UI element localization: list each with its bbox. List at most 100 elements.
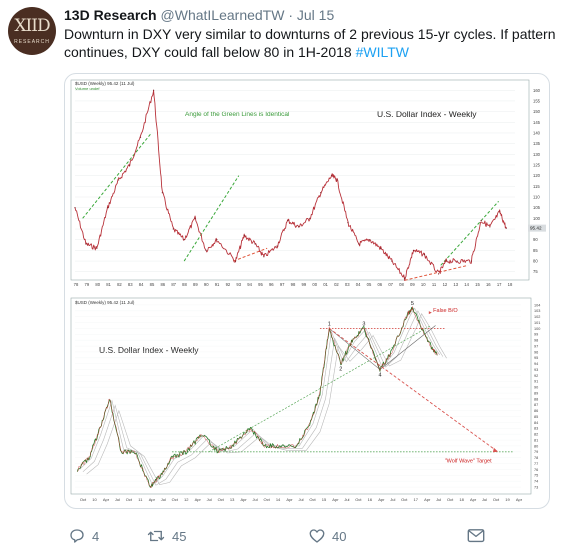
data-point bbox=[287, 219, 289, 222]
price-series bbox=[76, 306, 438, 489]
x-tick-label: Jul bbox=[161, 497, 166, 502]
avatar[interactable]: XIID RESEARCH bbox=[8, 7, 56, 55]
y-tick-label: 80 bbox=[534, 444, 538, 448]
x-tick-label: 14 bbox=[464, 282, 469, 287]
data-point bbox=[234, 260, 237, 262]
retweet-action[interactable]: 45 bbox=[146, 526, 186, 546]
x-tick-label: Oct bbox=[447, 497, 454, 502]
x-tick-label: 80 bbox=[95, 282, 100, 287]
x-tick-label: 99 bbox=[302, 282, 307, 287]
data-point bbox=[298, 226, 300, 228]
retweet-count: 45 bbox=[172, 528, 187, 544]
x-tick-label: Oct bbox=[263, 497, 270, 502]
y-tick-label: 79 bbox=[534, 450, 538, 454]
avatar-subtext: RESEARCH bbox=[14, 39, 50, 45]
x-tick-label: 92 bbox=[226, 282, 231, 287]
plot-frame bbox=[70, 297, 532, 495]
x-tick-label: 13 bbox=[230, 497, 235, 502]
legend-volume: Volume undef bbox=[75, 86, 100, 91]
x-tick-label: Apr bbox=[195, 497, 202, 502]
price-series bbox=[74, 89, 507, 281]
x-tick-label: 18 bbox=[508, 282, 513, 287]
y-tick-label: 84 bbox=[534, 421, 538, 425]
y-tick-label: 83 bbox=[534, 427, 538, 431]
author-name[interactable]: 13D Research bbox=[64, 7, 157, 23]
data-point bbox=[263, 256, 265, 258]
hashtag-link[interactable]: #WILTW bbox=[355, 44, 409, 60]
message-action[interactable] bbox=[466, 526, 492, 546]
legend-price: $USD (Weekly) 95.42 (11 Jul) bbox=[75, 300, 135, 305]
data-point bbox=[437, 273, 440, 275]
x-tick-label: 18 bbox=[459, 497, 464, 502]
author-handle[interactable]: @WhatILearnedTW bbox=[160, 7, 285, 23]
data-point bbox=[423, 254, 425, 256]
x-tick-label: 12 bbox=[443, 282, 448, 287]
data-point bbox=[194, 217, 196, 219]
tweet-time[interactable]: Jul 15 bbox=[296, 7, 335, 23]
y-tick-label: 160 bbox=[533, 88, 541, 93]
x-tick-label: Apr bbox=[516, 497, 523, 502]
y-tick-label: 75 bbox=[534, 474, 538, 478]
wave-line-4-5 bbox=[379, 325, 436, 370]
x-tick-label: 86 bbox=[160, 282, 165, 287]
data-point bbox=[243, 234, 245, 237]
y-tick-label: 90 bbox=[534, 386, 538, 390]
x-tick-label: 96 bbox=[269, 282, 274, 287]
x-tick-label: 06 bbox=[377, 282, 382, 287]
y-tick-label: 95 bbox=[534, 356, 538, 360]
y-tick-label: 74 bbox=[534, 480, 538, 484]
x-tick-label: Oct bbox=[218, 497, 225, 502]
price-tag-bg bbox=[528, 224, 546, 232]
y-tick-label: 82 bbox=[534, 433, 538, 437]
data-point bbox=[161, 192, 163, 194]
tweet-media[interactable]: $USD (Weekly) 95.42 (11 Jul) Volume unde… bbox=[64, 73, 550, 509]
data-point bbox=[309, 217, 311, 219]
red-support-line bbox=[233, 247, 268, 262]
x-tick-label: Apr bbox=[470, 497, 477, 502]
x-tick-label: 10 bbox=[421, 282, 426, 287]
data-point bbox=[96, 247, 98, 249]
x-tick-label: 05 bbox=[367, 282, 372, 287]
y-tick-label: 100 bbox=[534, 327, 540, 331]
x-tick-label: Jul bbox=[115, 497, 120, 502]
wave-point-label: 2 bbox=[339, 367, 342, 373]
data-point bbox=[276, 245, 278, 247]
x-tick-label: 84 bbox=[139, 282, 144, 287]
y-tick-label: 105 bbox=[533, 205, 541, 210]
x-tick-label: 11 bbox=[138, 497, 143, 502]
retweet-icon bbox=[147, 530, 165, 542]
data-point bbox=[369, 239, 371, 241]
green-trend-line bbox=[183, 175, 240, 262]
data-point bbox=[74, 207, 76, 209]
x-tick-label: Jul bbox=[207, 497, 212, 502]
y-tick-label: 77 bbox=[534, 462, 538, 466]
reply-action[interactable]: 4 bbox=[68, 526, 99, 546]
wave-point-label: 1 bbox=[328, 321, 331, 327]
like-action[interactable]: 40 bbox=[308, 526, 346, 546]
y-tick-label: 99 bbox=[534, 333, 538, 337]
y-tick-label: 120 bbox=[533, 173, 541, 178]
x-tick-label: Jul bbox=[344, 497, 349, 502]
y-tick-label: 90 bbox=[533, 237, 538, 242]
y-tick-label: 75 bbox=[533, 269, 538, 274]
data-point bbox=[456, 260, 458, 262]
data-point bbox=[480, 219, 482, 222]
red-support-line bbox=[404, 264, 469, 281]
data-point bbox=[153, 89, 155, 91]
separator: · bbox=[288, 7, 293, 23]
y-tick-label: 76 bbox=[534, 468, 538, 472]
x-tick-label: Apr bbox=[332, 497, 339, 502]
wave-point-label: 3 bbox=[362, 321, 365, 327]
data-point bbox=[445, 260, 447, 262]
x-tick-label: 88 bbox=[182, 282, 187, 287]
x-tick-label: 00 bbox=[312, 282, 317, 287]
x-tick-label: 19 bbox=[505, 497, 510, 502]
y-tick-labels: 160 155 150 145 140 135 130 125 120 115 110 105 100 9… bbox=[533, 88, 541, 274]
dxy-down-bars bbox=[77, 306, 438, 489]
data-point bbox=[391, 260, 393, 262]
data-point bbox=[205, 249, 207, 251]
data-point bbox=[489, 226, 491, 228]
chart-title: U.S. Dollar Index - Weekly bbox=[99, 345, 199, 355]
annotation-false-breakout: False B/O bbox=[433, 308, 458, 314]
